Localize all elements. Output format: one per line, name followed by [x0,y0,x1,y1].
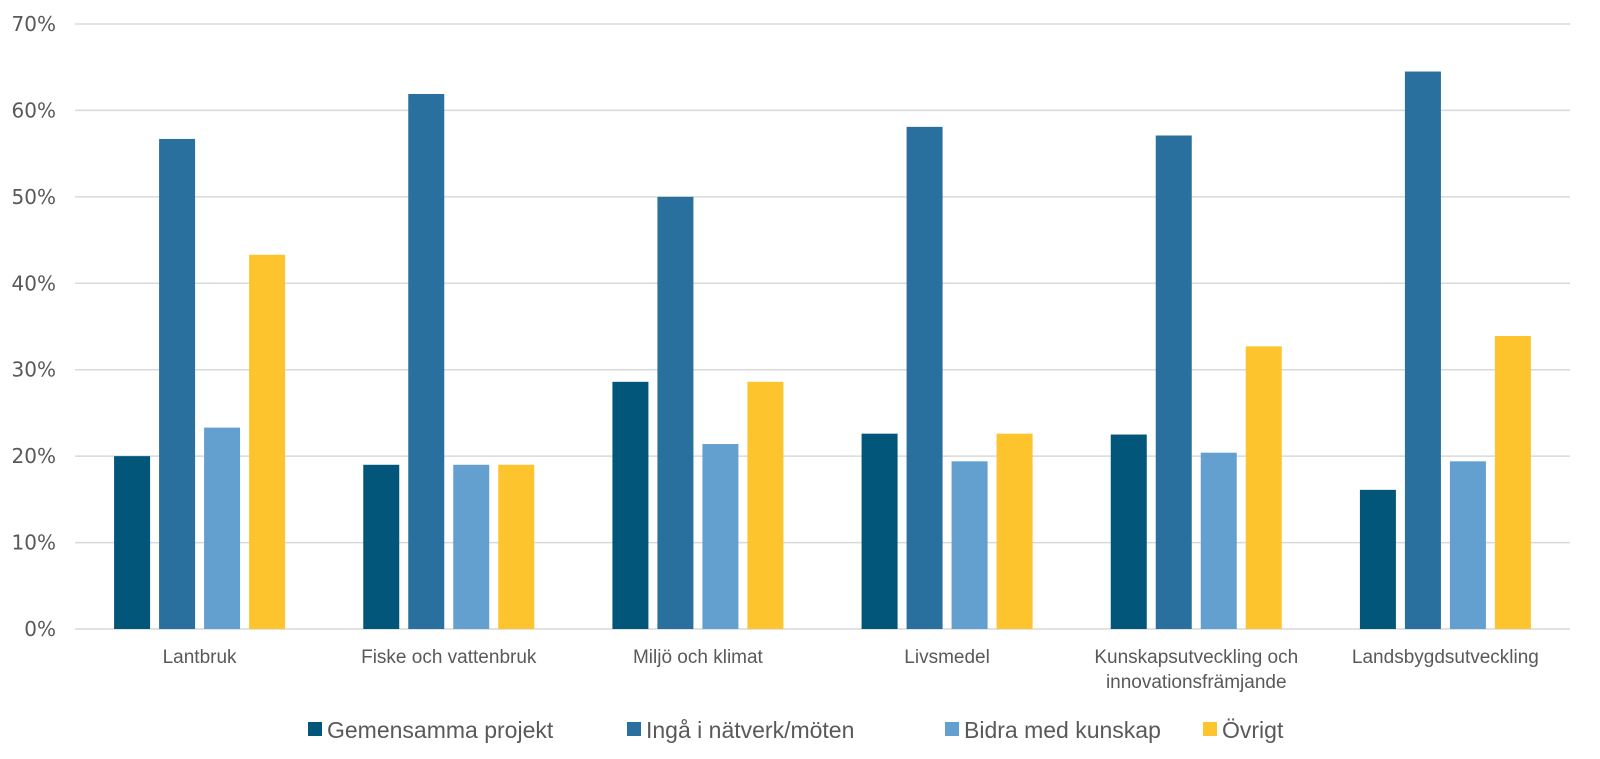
legend-label: Ingå i nätverk/möten [646,717,854,743]
x-category-label: Fiske och vattenbruk [361,647,537,668]
bar-gemensamma-projekt-3 [861,433,898,629]
gridlines [75,23,1570,630]
bar--vrigt-1 [498,464,535,629]
legend-label: Gemensamma projekt [327,717,554,743]
bar-ing-i-n-tverk-m-ten-0 [159,138,196,629]
bar-ing-i-n-tverk-m-ten-5 [1404,71,1441,630]
bars [114,71,1531,630]
legend-swatch [308,722,322,736]
legend-item: Ingå i nätverk/möten [627,717,854,743]
bar-gemensamma-projekt-0 [114,456,151,629]
bar--vrigt-5 [1494,336,1531,629]
x-axis-category-labels: Lantbruk Fiske och vattenbruk Miljö och kl… [163,647,1539,693]
bar-gemensamma-projekt-4 [1110,434,1147,629]
legend-label: Bidra med kunskap [964,717,1161,743]
bar--vrigt-0 [249,254,286,629]
legend-swatch [945,722,959,736]
x-category-label: Lantbruk [163,647,237,668]
bar-bidra-med-kunskap-2 [702,444,739,629]
legend-item: Gemensamma projekt [308,717,554,743]
bar--vrigt-4 [1245,346,1282,629]
y-tick-label: 60% [12,98,56,122]
bar-bidra-med-kunskap-5 [1449,461,1486,629]
x-category-label: Livsmedel [904,647,990,668]
bar-ing-i-n-tverk-m-ten-3 [906,126,943,629]
x-category-label: Landsbygdsutveckling [1352,647,1539,668]
bar-gemensamma-projekt-2 [612,381,649,629]
x-category-label: Kunskapsutveckling och innovationsfrämjan… [1094,647,1298,693]
bar--vrigt-2 [747,381,784,629]
bar-ing-i-n-tverk-m-ten-1 [408,94,445,629]
legend-item: Bidra med kunskap [945,717,1161,743]
y-axis-tick-labels: 0% 10% 20% 30% 40% 50% 60% 70% [12,12,56,641]
bar-bidra-med-kunskap-4 [1200,452,1237,629]
y-tick-label: 30% [12,358,56,382]
bar--vrigt-3 [996,433,1033,629]
bar-ing-i-n-tverk-m-ten-2 [657,196,694,629]
legend-label: Övrigt [1222,717,1284,743]
y-tick-label: 10% [12,531,56,555]
bar-gemensamma-projekt-5 [1359,489,1396,629]
y-tick-label: 40% [12,271,56,295]
x-category-label: Miljö och klimat [633,647,764,668]
bar-bidra-med-kunskap-1 [453,464,490,629]
bar-ing-i-n-tverk-m-ten-4 [1155,135,1192,629]
bar-bidra-med-kunskap-0 [204,427,241,629]
y-tick-label: 20% [12,444,56,468]
bar-bidra-med-kunskap-3 [951,461,988,629]
y-tick-label: 70% [12,12,56,36]
legend-item: Övrigt [1203,717,1284,743]
legend-swatch [627,722,641,736]
legend: Gemensamma projekt Ingå i nätverk/möten Bi… [308,717,1284,743]
bar-gemensamma-projekt-1 [363,464,400,629]
y-tick-label: 0% [24,617,56,641]
y-tick-label: 50% [12,185,56,209]
legend-swatch [1203,722,1217,736]
